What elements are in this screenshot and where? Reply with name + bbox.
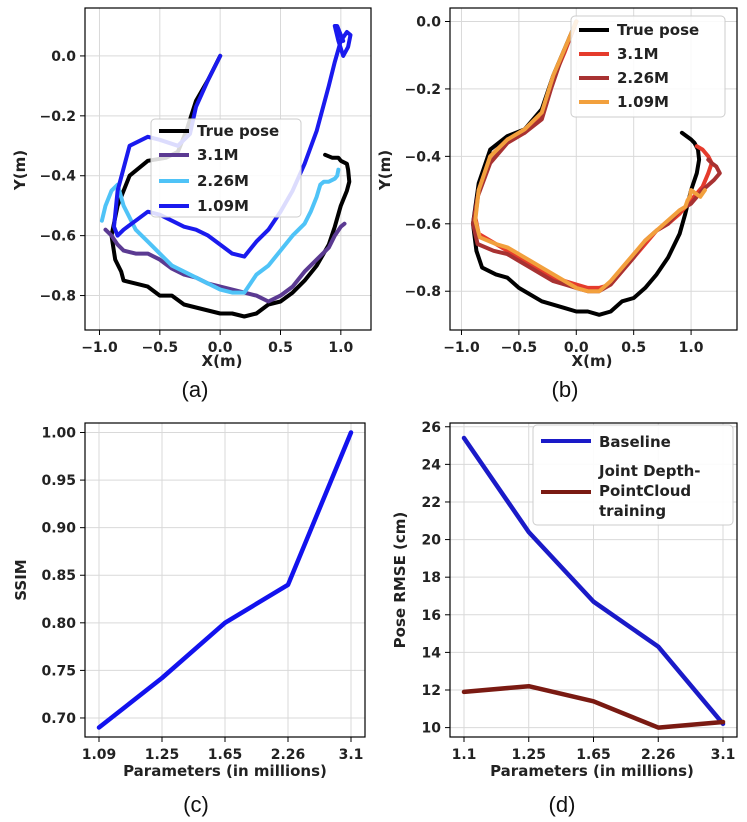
x-tick-label: −0.5 bbox=[142, 340, 179, 356]
y-tick-label: 16 bbox=[422, 608, 441, 624]
series-line-joint-depth-pointcloud-training bbox=[461, 683, 726, 730]
legend-label: 2.26M bbox=[197, 172, 249, 190]
legend-label: Joint Depth- PointCloud training bbox=[598, 462, 701, 520]
plot-frame bbox=[84, 7, 372, 331]
x-tick-label: 1.0 bbox=[328, 340, 353, 356]
x-tick-label: 1.0 bbox=[679, 340, 704, 356]
y-tick-label: 26 bbox=[422, 420, 441, 436]
legend-label: 1.09M bbox=[197, 197, 249, 215]
x-axis-label: Parameters (in millions) bbox=[123, 762, 327, 780]
x-tick-label: 0.5 bbox=[268, 340, 293, 356]
x-tick-label: 0.5 bbox=[621, 340, 646, 356]
panel-caption: (b) bbox=[552, 377, 579, 402]
x-tick-label: 2.26 bbox=[271, 747, 306, 763]
x-tick-label: 0.0 bbox=[208, 340, 233, 356]
y-tick-label: 0.90 bbox=[41, 521, 76, 537]
plot-frame bbox=[449, 7, 738, 331]
x-tick-label: −0.5 bbox=[501, 340, 538, 356]
y-tick-label: 22 bbox=[422, 495, 441, 511]
legend-label: 3.1M bbox=[617, 45, 659, 63]
x-axis-label: Parameters (in millions) bbox=[490, 762, 694, 780]
x-tick-label: 1.25 bbox=[511, 747, 546, 763]
y-tick-label: −0.8 bbox=[404, 284, 441, 300]
x-tick-label: 1.1 bbox=[452, 747, 477, 763]
y-tick-label: 0.80 bbox=[41, 616, 76, 632]
y-tick-label: 10 bbox=[422, 721, 442, 737]
y-tick-label: 18 bbox=[422, 570, 441, 586]
x-axis-label: X(m) bbox=[572, 352, 613, 370]
series-line-2-26m bbox=[99, 167, 341, 295]
series-line-1-09m bbox=[473, 19, 707, 294]
x-tick-label: 1.09 bbox=[82, 747, 117, 763]
y-tick-label: 0.70 bbox=[41, 711, 76, 727]
legend-label: 2.26M bbox=[617, 69, 669, 87]
y-tick-label: −0.4 bbox=[39, 169, 76, 185]
legend-a: True pose 3.1M 2.26M 1.09M bbox=[150, 118, 302, 218]
y-tick-label: −0.6 bbox=[404, 217, 441, 233]
x-tick-label: 3.1 bbox=[339, 747, 364, 763]
y-tick-label: −0.2 bbox=[39, 109, 76, 125]
series-line-true-pose bbox=[109, 53, 352, 319]
y-axis-label: SSIM bbox=[12, 559, 30, 600]
y-axis-label: Y(m) bbox=[11, 150, 29, 191]
x-tick-label: 3.1 bbox=[711, 747, 736, 763]
y-tick-label: −0.2 bbox=[404, 82, 441, 98]
x-tick-label: −1.0 bbox=[443, 340, 480, 356]
x-tick-label: 1.25 bbox=[145, 747, 180, 763]
legend-box bbox=[570, 15, 726, 118]
legend-label: Baseline bbox=[599, 433, 671, 451]
x-tick-label: 2.26 bbox=[641, 747, 676, 763]
panel-caption: (c) bbox=[183, 792, 209, 817]
y-tick-label: −0.4 bbox=[404, 149, 441, 165]
legend-label-line: training bbox=[599, 502, 666, 520]
y-tick-label: 24 bbox=[422, 457, 442, 473]
y-tick-label: 1.00 bbox=[41, 426, 76, 442]
panel-caption: (a) bbox=[182, 377, 209, 402]
legend-label: True pose bbox=[197, 122, 279, 140]
y-tick-label: 14 bbox=[422, 645, 442, 661]
legend-d: Baseline Joint Depth- PointCloud training bbox=[532, 424, 734, 526]
chart-d: 1.1 1.25 1.65 2.26 3.1 10 12 14 16 18 20 22 24 26 Para… bbox=[391, 420, 738, 817]
legend-label: 3.1M bbox=[197, 146, 239, 164]
panel-caption: (d) bbox=[549, 792, 576, 817]
y-axis-label: Pose RMSE (cm) bbox=[391, 512, 409, 649]
series-line-1-09m bbox=[112, 24, 353, 259]
y-axis-label: Y(m) bbox=[376, 150, 394, 191]
legend-label: True pose bbox=[617, 21, 699, 39]
y-tick-label: 0.85 bbox=[41, 568, 76, 584]
chart-a: −1.0 −0.5 0.0 0.5 1.0 0.0 −0.2 −0.4 −0.6 −0.8 X(m)… bbox=[11, 7, 372, 402]
series-line-baseline bbox=[461, 435, 726, 727]
x-tick-label: 1.65 bbox=[208, 747, 243, 763]
y-tick-label: 0.0 bbox=[51, 49, 76, 65]
y-tick-label: 0.95 bbox=[41, 473, 76, 489]
x-tick-label: −1.0 bbox=[81, 340, 118, 356]
y-tick-label: 0.75 bbox=[41, 663, 76, 679]
legend-box bbox=[532, 424, 734, 526]
legend-label: 1.09M bbox=[617, 93, 669, 111]
legend-box bbox=[150, 118, 302, 218]
y-tick-label: 12 bbox=[422, 683, 441, 699]
series-line-ssim bbox=[96, 430, 354, 730]
legend-label-line: PointCloud bbox=[599, 482, 691, 500]
y-tick-label: −0.6 bbox=[39, 229, 76, 245]
y-tick-label: 0.0 bbox=[416, 14, 441, 30]
legend-label-line: Joint Depth- bbox=[598, 462, 701, 480]
x-tick-label: 0.0 bbox=[564, 340, 589, 356]
series-line-true-pose bbox=[471, 19, 702, 317]
y-tick-label: 20 bbox=[422, 533, 442, 549]
x-tick-label: 1.65 bbox=[576, 747, 611, 763]
series-line-3-1m bbox=[103, 221, 347, 304]
legend-b: True pose 3.1M 2.26M 1.09M bbox=[570, 15, 726, 118]
y-tick-label: −0.8 bbox=[39, 289, 76, 305]
x-axis-label: X(m) bbox=[202, 352, 243, 370]
chart-c: 1.09 1.25 1.65 2.26 3.1 0.70 0.75 0.80 0.85 0.90 0… bbox=[12, 422, 366, 817]
